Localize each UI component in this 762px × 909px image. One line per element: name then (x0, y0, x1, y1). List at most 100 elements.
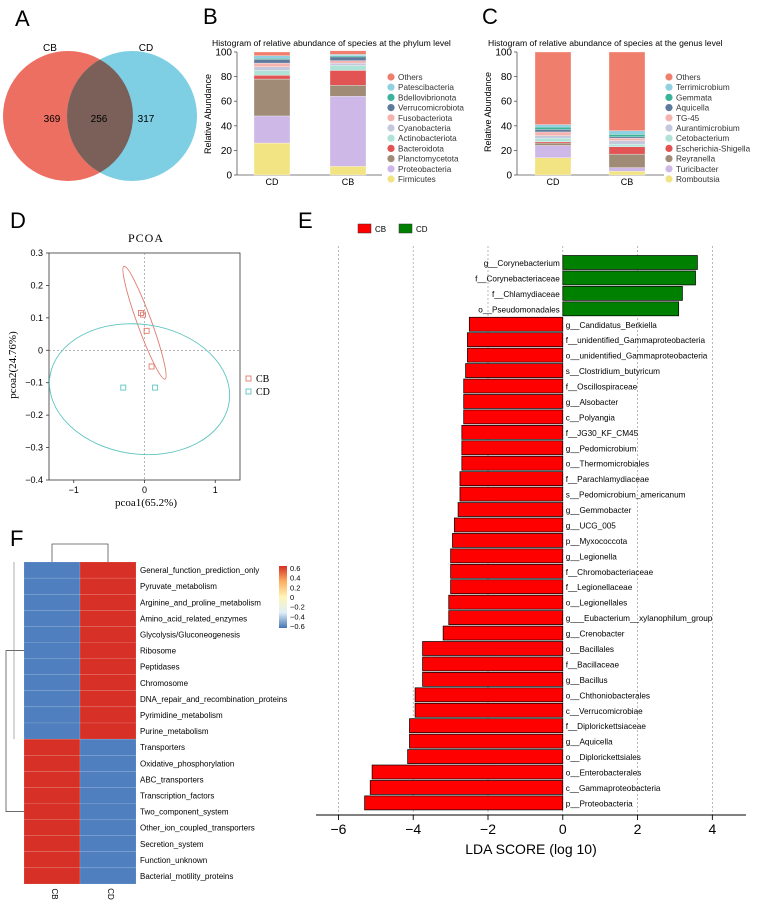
genus-bar-segment-turicibacter (608, 167, 646, 172)
phylum-bar-segment-bacteroidota (253, 75, 291, 80)
phylum-bar-segment-firmicutes (253, 142, 291, 176)
genus-legend-label: Aquicella (676, 104, 710, 113)
phylum-legend-swatch (387, 83, 395, 91)
phylum-bar-segment-bacteroidota (329, 70, 367, 86)
heatmap-cell (23, 674, 81, 691)
lda-bar (459, 471, 564, 487)
pcoa-title: PCOA (128, 231, 164, 245)
phylum-bar-segment-fusobacteriota (329, 60, 367, 64)
heatmap-cell (79, 674, 137, 691)
phylum-ytick-label: 20 (221, 146, 233, 157)
genus-bar-segment-gemmata (534, 126, 572, 130)
genus-legend-swatch (665, 73, 673, 81)
lda-bar (442, 625, 564, 641)
lda-xtick-label: −2 (480, 821, 496, 837)
phylum-legend-swatch (387, 114, 395, 122)
lda-bar (461, 440, 564, 456)
phylum-bar-segment-fusobacteriota (253, 62, 291, 67)
heatmap-row-label: General_function_prediction_only (140, 566, 259, 575)
lda-bar (422, 656, 564, 672)
heatmap-row-label: ABC_transporters (140, 775, 204, 784)
heatmap-cell (79, 626, 137, 643)
genus-legend-label: Escherichia-Shigella (676, 144, 751, 153)
genus-legend-swatch (665, 83, 673, 91)
pcoa-ytick-label: −0.1 (25, 378, 43, 388)
heatmap-column-label: CD (106, 888, 115, 900)
heatmap-cell (23, 867, 81, 885)
heatmap-row-label: Secretion_system (140, 840, 204, 849)
lda-bar (562, 301, 680, 317)
genus-bar-segment-others (608, 51, 646, 131)
panel-label-f: F (10, 526, 23, 551)
venn-overlap (67, 51, 133, 181)
lda-bar-label: c__Verrucomicrobiae (566, 707, 643, 716)
genus-abundance-chart: Histogram of relative abundance of speci… (483, 38, 751, 187)
phylum-legend-swatch (387, 104, 395, 112)
venn-count-cd-only: 317 (138, 114, 155, 125)
heatmap-row-label: Ribosome (140, 647, 177, 656)
phylum-legend-label: Firmicutes (398, 175, 436, 184)
heatmap-cell (23, 658, 81, 675)
phylum-legend-label: Fusobacteriota (398, 114, 453, 123)
heatmap-row-label: Peptidases (140, 663, 180, 672)
lda-bar-label: f__Corynebacteriaceae (475, 274, 560, 283)
lda-bar (461, 424, 564, 440)
lda-legend-swatch-cd (398, 223, 413, 234)
heatmap-row-label: Arginine_and_proline_metabolism (140, 598, 261, 607)
phylum-legend-swatch (387, 155, 395, 163)
genus-legend-label: Gemmata (676, 93, 712, 102)
lda-bar (453, 517, 564, 533)
lda-bar-label: o__Bacillales (566, 645, 614, 654)
lda-bar-label: s__Pedomicrobium_americanum (566, 491, 686, 500)
pcoa-point-cb (140, 311, 147, 318)
phylum-legend-label: Planctomycetota (398, 155, 459, 164)
pcoa-point-cd (120, 384, 127, 391)
genus-bar-segment-turicibacter (534, 145, 572, 158)
heatmap-cell (23, 690, 81, 708)
lda-bar-label: o__Thermomicrobiales (566, 460, 649, 469)
heatmap-row-label: Function_unknown (140, 856, 207, 865)
genus-bar-segment-tg-45 (608, 137, 646, 141)
genus-legend-label: Romboutsia (676, 175, 720, 184)
genus-legend-swatch (665, 175, 673, 183)
venn-set-label-cd: CD (139, 43, 153, 54)
lda-bar (448, 594, 564, 610)
lda-bar-label: g__UCG_005 (566, 521, 617, 530)
lda-bar (562, 270, 696, 286)
pcoa-legend-label: CD (256, 387, 270, 398)
heatmap-column-dendrogram (51, 543, 109, 562)
pcoa-chart: PCOA pcoa1(65.2%) pcoa2(24.76%) −1 0 1 −0.4… (7, 231, 270, 509)
phylum-legend-label: Patescibacteria (398, 83, 454, 92)
genus-legend-label: Reyranella (676, 155, 716, 164)
genus-legend-swatch (665, 155, 673, 163)
phylum-legend-label: Bacteroidota (398, 144, 444, 153)
lda-bar (407, 749, 564, 764)
heatmap-cell (79, 594, 137, 611)
chart-b-title: Histogram of relative abundance of speci… (212, 38, 451, 48)
phylum-bar-segment-planctomycetota (253, 78, 291, 117)
heatmap-cell (23, 706, 81, 724)
genus-bar-segment-tg-45 (534, 131, 572, 136)
phylum-ytick-label: 60 (221, 97, 233, 108)
lda-bar (562, 255, 698, 270)
genus-bar-segment-escherichia-shigella (534, 141, 572, 144)
phylum-ytick-label: 40 (221, 121, 233, 132)
lda-bar-label: g__Legionella (566, 552, 617, 561)
lda-bar-label: g__Pedomicrobium (566, 444, 637, 453)
colorbar-tick-label: −0.2 (290, 603, 305, 612)
lda-bar (371, 764, 564, 780)
heatmap-cell (79, 690, 137, 708)
lda-bar-label: g__Candidatus_Berkiella (566, 321, 657, 330)
phylum-legend-label: Cyanobacteria (398, 124, 451, 133)
heatmap-cell (79, 803, 137, 820)
genus-legend-swatch (665, 114, 673, 122)
phylum-ytick-label: 0 (226, 171, 232, 182)
lda-bar (467, 332, 564, 348)
lda-bar-label: g__Gemmobacter (566, 506, 632, 515)
phylum-bar-segment-cyanobacteria (253, 66, 291, 71)
lda-bar-label: f__Chromobacteriaceae (566, 568, 654, 577)
genus-bar-segment-aurantimicrobium (608, 140, 646, 145)
pcoa-ytick-label: 0.3 (30, 248, 43, 258)
heatmap-cell (23, 738, 81, 756)
